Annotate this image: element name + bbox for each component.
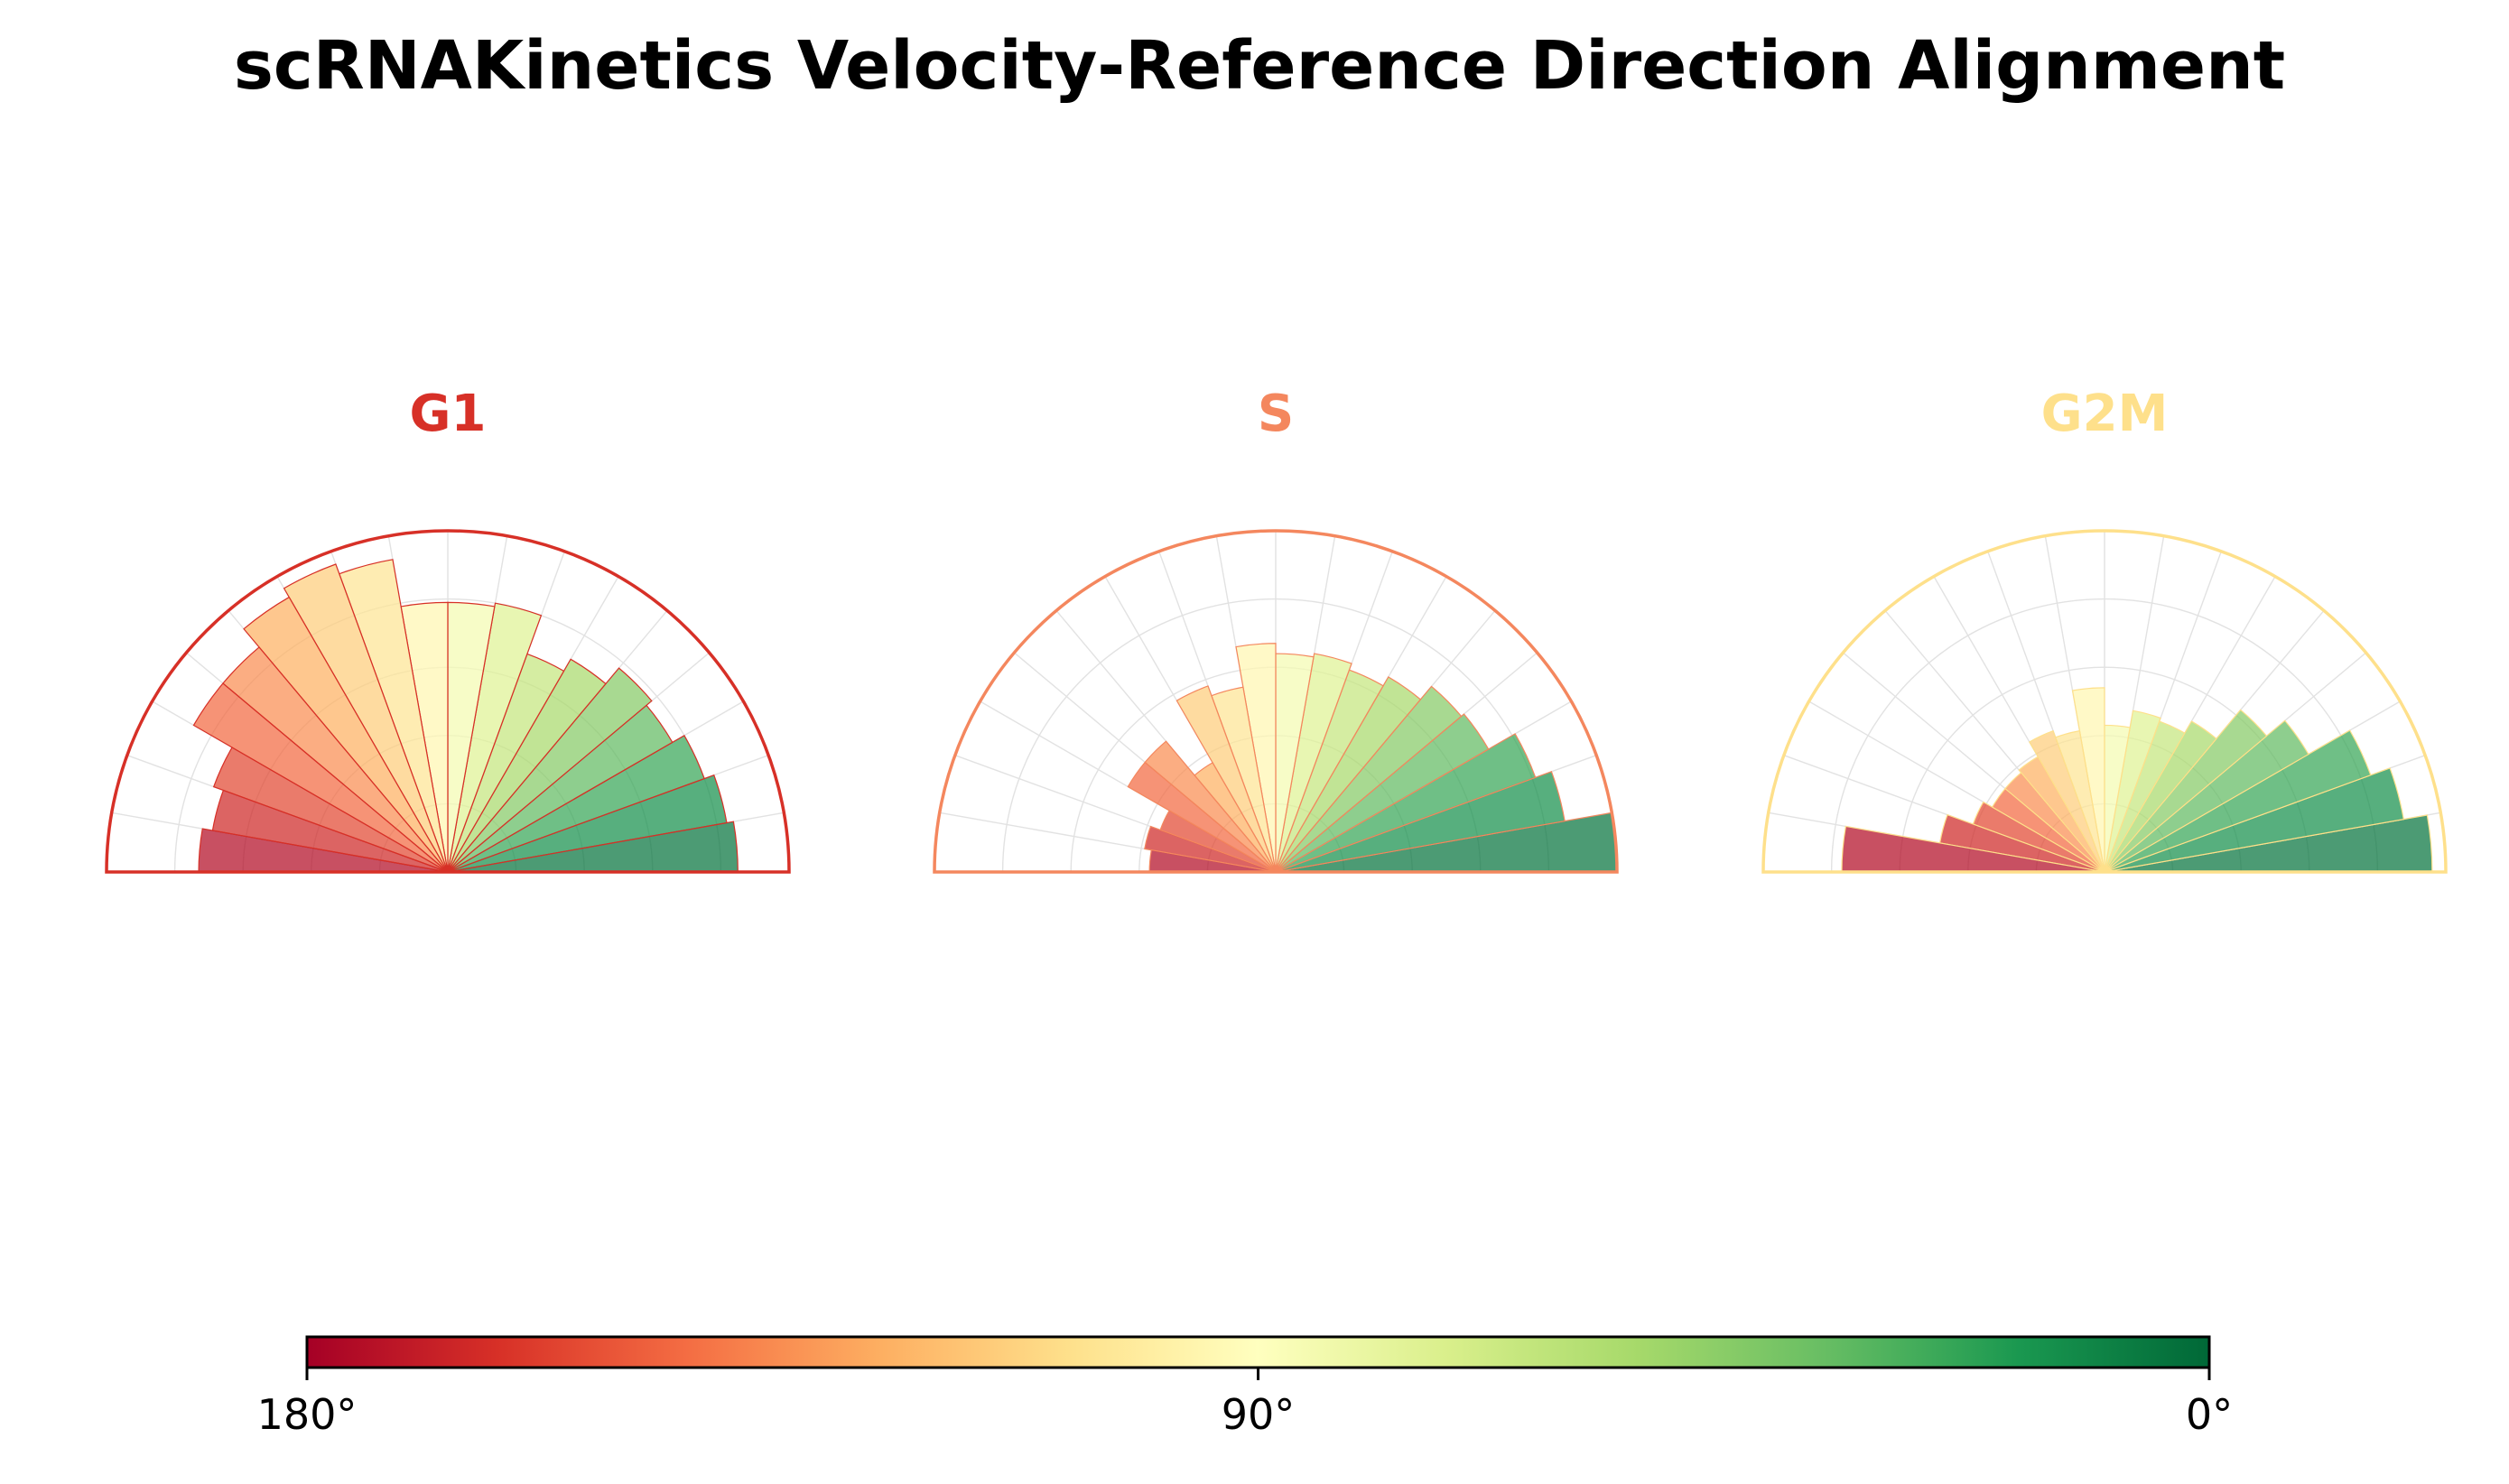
chart-title: scRNAKinetics Velocity-Reference Directi… — [234, 27, 2285, 105]
panel-g1: G1 — [105, 385, 791, 874]
polar-frame — [933, 529, 1619, 874]
panel-title: G1 — [410, 385, 487, 443]
bar-s-20-30 — [1275, 733, 1537, 873]
polar-frame — [1761, 529, 2448, 874]
bar-g1-110-120 — [283, 563, 449, 873]
colorbar-bar — [305, 1335, 2211, 1369]
bar-s-50-60 — [1275, 676, 1422, 873]
bar-g2m-10-20 — [2104, 767, 2405, 873]
polar-panels: G1 S G2M — [105, 385, 2448, 874]
panel-g2m: G2M — [1761, 385, 2448, 874]
colorbar-tick-label: 90° — [1222, 1390, 1296, 1439]
bar-g1-140-150 — [192, 682, 449, 873]
bar-g2m-40-50 — [2104, 709, 2268, 873]
bar-s-40-50 — [1275, 685, 1463, 873]
bar-g1-150-160 — [212, 747, 449, 873]
colorbar-tick-label: 180° — [257, 1390, 358, 1439]
bar-s-160-170 — [1144, 825, 1277, 873]
bar-g1-50-60 — [447, 658, 607, 873]
bar-g2m-110-120 — [2029, 729, 2105, 873]
bar-s-70-80 — [1275, 653, 1352, 873]
bar-s-10-20 — [1275, 771, 1566, 873]
polar-frame — [105, 529, 791, 874]
bar-g2m-120-130 — [2018, 756, 2105, 873]
bar-s-30-40 — [1275, 713, 1490, 873]
bar-g1-10-20 — [447, 774, 728, 873]
bar-g1-70-80 — [447, 602, 543, 873]
colorbar-tick-label: 0° — [2186, 1390, 2233, 1439]
bar-g1-120-130 — [243, 596, 449, 873]
panel-title: G2M — [2041, 385, 2169, 443]
bar-s-110-120 — [1176, 685, 1277, 873]
panel-title: S — [1258, 385, 1294, 443]
bar-g1-40-50 — [447, 667, 653, 873]
bar-g1-20-30 — [447, 734, 705, 873]
colorbar: 180° 90° 0° — [257, 1335, 2233, 1439]
bar-g2m-30-40 — [2104, 719, 2309, 873]
bar-g2m-50-60 — [2104, 720, 2217, 873]
panel-s: S — [933, 385, 1619, 874]
bar-s-140-150 — [1127, 761, 1277, 873]
bar-g2m-20-30 — [2104, 729, 2372, 873]
bar-g2m-70-80 — [2104, 710, 2161, 873]
